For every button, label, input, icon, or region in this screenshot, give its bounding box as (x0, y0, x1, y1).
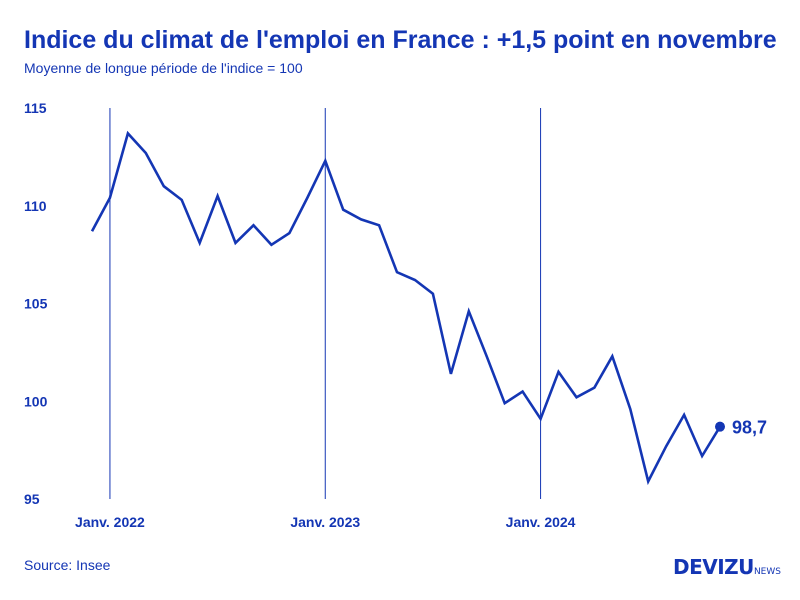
series-lines (90, 130, 722, 486)
chart-subtitle: Moyenne de longue période de l'indice = … (24, 60, 303, 76)
series-line (90, 130, 722, 486)
data-points (715, 421, 725, 432)
chart-title: Indice du climat de l'emploi en France :… (24, 26, 777, 54)
x-tick-label: Janv. 2023 (290, 514, 360, 530)
y-tick-label: 95 (24, 491, 40, 507)
x-axis: Janv. 2022 Janv. 2023 Janv. 2024 (75, 514, 576, 530)
x-tick-label: Janv. 2024 (506, 514, 576, 530)
gridlines (109, 108, 542, 499)
brand-logo: DEVIZUNEWS (673, 555, 781, 579)
brand-suffix: NEWS (753, 567, 781, 577)
last-value-label: 98,7 (732, 418, 767, 438)
y-axis: 95 100 105 110 115 (24, 100, 48, 507)
y-tick-label: 110 (24, 198, 47, 214)
source-note: Source: Insee (24, 557, 111, 573)
y-tick-label: 105 (24, 296, 48, 312)
y-tick-label: 100 (24, 393, 48, 409)
brand-name: DEVIZU (673, 555, 754, 579)
x-tick-label: Janv. 2022 (75, 514, 145, 530)
data-labels: 98,7 (732, 418, 767, 438)
last-data-point (715, 421, 725, 432)
y-tick-label: 115 (24, 100, 47, 116)
